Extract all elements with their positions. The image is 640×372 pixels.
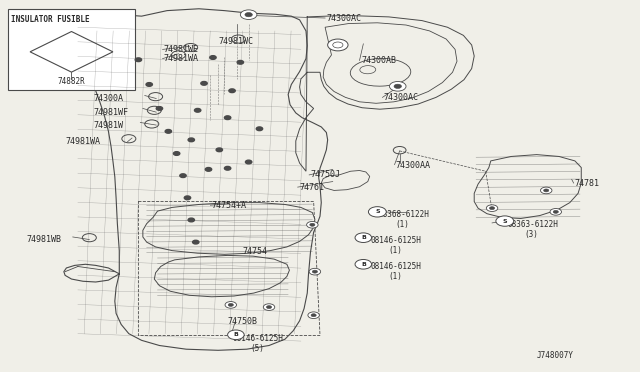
Text: 74754+A: 74754+A <box>212 201 246 210</box>
Text: 08146-6125H: 08146-6125H <box>371 236 422 245</box>
Circle shape <box>184 196 191 200</box>
Text: 74882R: 74882R <box>58 77 85 86</box>
Text: 74761: 74761 <box>299 183 324 192</box>
Circle shape <box>328 39 348 51</box>
Circle shape <box>180 174 186 177</box>
Circle shape <box>540 187 552 194</box>
Text: 74981WA: 74981WA <box>164 54 199 63</box>
Circle shape <box>173 152 180 155</box>
Circle shape <box>156 107 163 110</box>
Circle shape <box>225 166 231 170</box>
Text: 74300AC: 74300AC <box>384 93 419 102</box>
Circle shape <box>225 116 231 119</box>
Circle shape <box>553 210 558 213</box>
Circle shape <box>246 160 252 164</box>
FancyBboxPatch shape <box>8 9 135 90</box>
Circle shape <box>241 10 257 19</box>
Circle shape <box>245 13 252 17</box>
Text: 08146-6125H: 08146-6125H <box>371 262 422 271</box>
Circle shape <box>355 233 372 243</box>
Text: (1): (1) <box>388 272 402 281</box>
Circle shape <box>146 83 152 86</box>
Text: 74300AC: 74300AC <box>326 13 362 22</box>
Circle shape <box>312 270 317 273</box>
Circle shape <box>225 302 237 308</box>
Text: S: S <box>502 219 507 224</box>
Circle shape <box>165 129 172 133</box>
Text: 74300AB: 74300AB <box>362 56 396 65</box>
Text: 08363-6122H: 08363-6122H <box>508 220 559 229</box>
Text: (3): (3) <box>524 230 538 239</box>
Circle shape <box>496 216 514 226</box>
Circle shape <box>216 148 223 152</box>
Circle shape <box>390 81 406 91</box>
Circle shape <box>333 42 343 48</box>
Text: B: B <box>361 235 366 240</box>
Circle shape <box>201 81 207 85</box>
Text: 74781: 74781 <box>575 179 600 187</box>
Circle shape <box>205 167 212 171</box>
Circle shape <box>263 304 275 310</box>
Circle shape <box>229 89 236 93</box>
Text: J748007Y: J748007Y <box>537 351 573 360</box>
Circle shape <box>188 218 195 222</box>
Circle shape <box>486 205 498 211</box>
Text: 74981W: 74981W <box>94 121 124 129</box>
Text: 74981WF: 74981WF <box>94 108 129 117</box>
Text: B: B <box>234 332 238 337</box>
Circle shape <box>394 84 401 89</box>
Circle shape <box>228 330 244 340</box>
Text: 74300A: 74300A <box>94 94 124 103</box>
Circle shape <box>237 61 244 64</box>
Text: 74981WE: 74981WE <box>164 45 199 54</box>
Text: B: B <box>361 262 366 267</box>
Text: (1): (1) <box>395 220 409 229</box>
Circle shape <box>490 207 495 210</box>
Text: 74981WA: 74981WA <box>65 137 100 146</box>
Text: (1): (1) <box>388 246 402 255</box>
Text: 08146-6125H: 08146-6125H <box>232 334 283 343</box>
Text: 74300AA: 74300AA <box>395 161 430 170</box>
Text: 74981WB: 74981WB <box>27 235 62 244</box>
Circle shape <box>228 304 234 307</box>
Circle shape <box>308 312 319 318</box>
Circle shape <box>310 223 315 226</box>
Circle shape <box>256 127 262 131</box>
Circle shape <box>135 58 141 62</box>
Text: (5): (5) <box>250 344 264 353</box>
Text: 08368-6122H: 08368-6122H <box>379 210 429 219</box>
Circle shape <box>311 314 316 317</box>
Text: INSULATOR FUSIBLE: INSULATOR FUSIBLE <box>11 15 90 25</box>
Circle shape <box>550 209 561 215</box>
Circle shape <box>210 56 216 60</box>
Text: S: S <box>375 209 380 214</box>
Text: 74750B: 74750B <box>228 317 258 326</box>
Text: 74750J: 74750J <box>310 170 340 179</box>
Circle shape <box>193 240 199 244</box>
Circle shape <box>266 306 271 309</box>
Circle shape <box>309 268 321 275</box>
Circle shape <box>543 189 548 192</box>
Circle shape <box>355 260 372 269</box>
Text: 74754: 74754 <box>243 247 268 256</box>
Circle shape <box>195 109 201 112</box>
Circle shape <box>188 138 195 142</box>
Circle shape <box>369 207 387 217</box>
Circle shape <box>307 221 318 228</box>
Text: 74981WC: 74981WC <box>218 37 253 46</box>
